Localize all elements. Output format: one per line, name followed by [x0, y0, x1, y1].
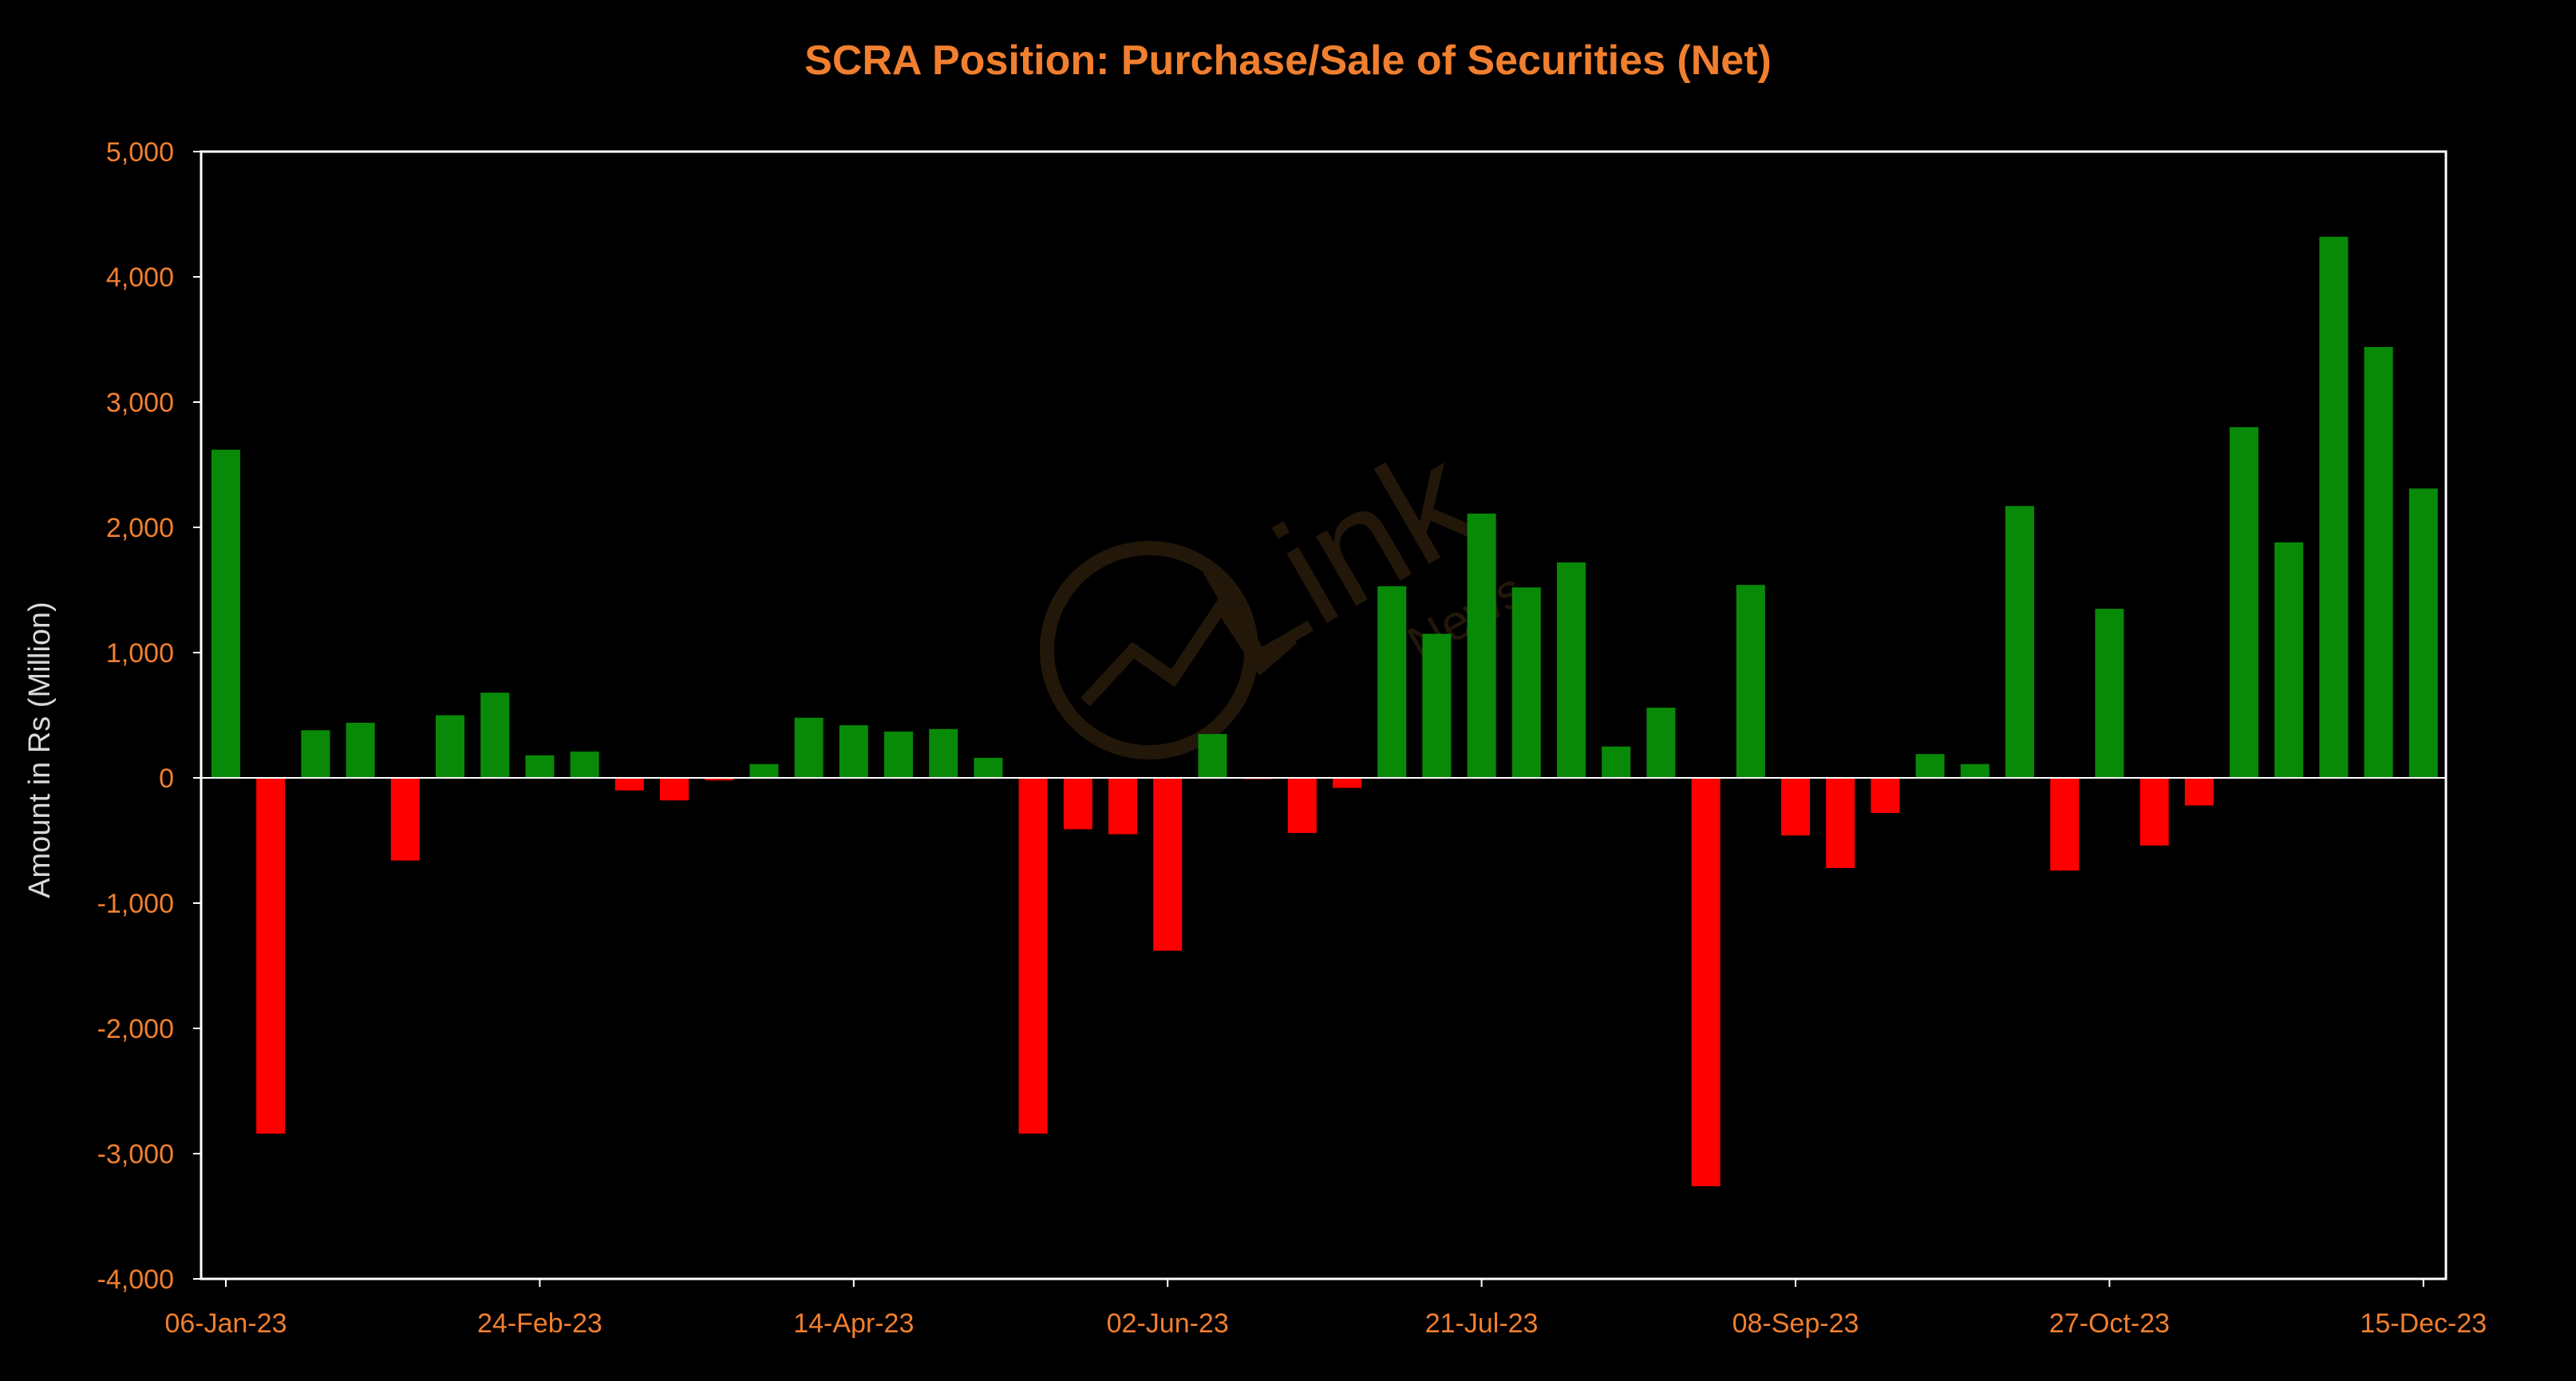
bar: [1467, 513, 1496, 778]
bar: [929, 728, 958, 778]
bar: [974, 757, 1003, 778]
bar: [2095, 609, 2124, 778]
bar: [2050, 778, 2080, 871]
bar: [390, 778, 420, 861]
bar: [436, 715, 464, 778]
chart-title: SCRA Position: Purchase/Sale of Securiti…: [804, 37, 1772, 84]
x-tick-label: 21-Jul-23: [1425, 1308, 1539, 1339]
bar: [301, 730, 330, 778]
y-tick-label: 5,000: [106, 137, 174, 168]
bar: [1826, 778, 1855, 869]
bar: [1422, 633, 1452, 778]
bar: [660, 778, 689, 801]
x-tick-label: 06-Jan-23: [164, 1308, 286, 1339]
bar: [1736, 585, 1765, 778]
bar: [1691, 778, 1721, 1186]
bar: [2274, 542, 2304, 778]
bar: [256, 778, 286, 1134]
plot-area-frame: [200, 150, 2448, 1280]
bar: [884, 731, 913, 778]
bar: [1915, 754, 1945, 778]
bar: [480, 692, 510, 778]
bar: [749, 763, 779, 778]
y-tick-label: 0: [159, 763, 174, 794]
y-tick-label: -4,000: [97, 1265, 174, 1295]
y-axis-ticks: -4,000 -3,000 -2,000 -1,000 0 1,000 2,000 3,000…: [97, 137, 201, 1295]
bar: [1063, 778, 1092, 830]
bar: [1557, 562, 1586, 778]
bar: [2184, 778, 2214, 806]
x-tick-label: 02-Jun-23: [1107, 1308, 1229, 1339]
bar: [570, 752, 599, 778]
bar: [2139, 778, 2169, 846]
x-tick-label: 14-Apr-23: [793, 1308, 914, 1339]
bar: [1018, 778, 1048, 1134]
bar: [614, 778, 644, 791]
bar-series: [211, 236, 2438, 1186]
y-axis-label: Amount in Rs (Million): [23, 602, 57, 898]
y-tick-label: 2,000: [106, 513, 174, 543]
y-tick-label: -2,000: [97, 1014, 174, 1044]
bar: [1602, 746, 1631, 778]
y-tick-label: -3,000: [97, 1139, 174, 1170]
bar: [1287, 778, 1317, 834]
y-tick-label: 1,000: [106, 638, 174, 669]
watermark-circle: [1040, 541, 1258, 760]
bar: [794, 717, 824, 778]
bar: [705, 778, 734, 781]
bar: [1153, 778, 1183, 951]
bar: [1377, 586, 1407, 778]
watermark-zigzag: [1081, 594, 1298, 707]
bar: [1108, 778, 1137, 835]
bar: [2364, 346, 2393, 778]
bar: [1646, 708, 1676, 778]
x-tick-label: 24-Feb-23: [477, 1308, 603, 1339]
x-tick-label: 15-Dec-23: [2360, 1308, 2487, 1339]
bar: [525, 755, 555, 778]
bar: [1511, 587, 1541, 778]
x-tick-label: 27-Oct-23: [2049, 1308, 2170, 1339]
bar: [211, 449, 240, 778]
bar: [1198, 734, 1227, 778]
y-tick-label: -1,000: [97, 889, 174, 919]
bar: [346, 722, 375, 778]
bar: [1781, 778, 1810, 836]
y-tick-label: 4,000: [106, 262, 174, 293]
bar: [1960, 763, 1989, 778]
x-axis-ticks: 06-Jan-23 24-Feb-23 14-Apr-23 02-Jun-23 21-J…: [164, 1279, 2487, 1339]
bar: [2230, 427, 2258, 778]
bar: [839, 725, 868, 778]
bar: [1871, 778, 1900, 813]
y-tick-label: 3,000: [106, 388, 174, 418]
bar: [1333, 778, 1361, 788]
bar: [2005, 506, 2034, 778]
bar: [2319, 236, 2349, 778]
x-tick-label: 08-Sep-23: [1732, 1308, 1859, 1339]
bar: [2408, 488, 2438, 778]
